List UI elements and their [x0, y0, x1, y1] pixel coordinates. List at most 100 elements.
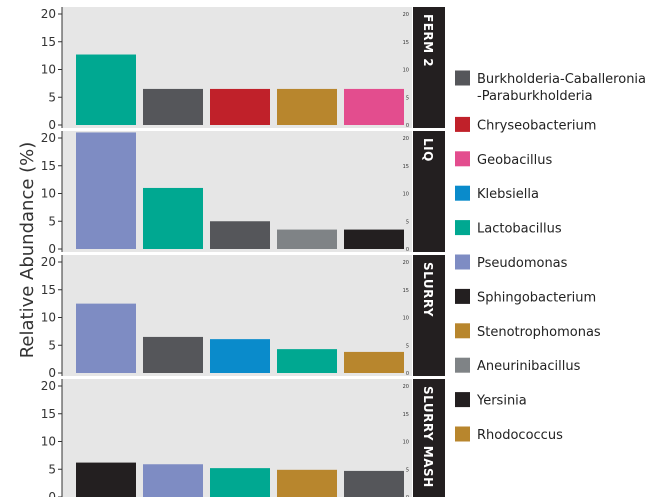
legend-swatch — [455, 254, 470, 270]
facet-strip — [413, 379, 445, 497]
bar-geobacillus — [344, 88, 404, 125]
y-tick-label: 5 — [48, 338, 56, 352]
bar-lactobacillus — [143, 187, 203, 249]
facet-panels: 0 0 5 5 10 10 15 15 20 20 FERM 2 0 0 5 5 10 10 15 15 20 20 LI… — [41, 7, 445, 497]
legend-label: Geobacillus — [477, 153, 552, 168]
y-tick-label: 20 — [41, 255, 56, 269]
facet-panel: 0 0 5 5 10 10 15 15 20 20 LIQ — [41, 131, 445, 256]
y-tick-label: 0 — [48, 366, 56, 380]
y-axis-label: Relative Abundance (%) — [17, 142, 38, 359]
bar-stenotrophomonas — [344, 351, 404, 373]
facet-label: SLURRY MASH — [421, 386, 435, 488]
bar-lactobacillus — [210, 468, 270, 497]
secondary-tick-label: 0 — [406, 123, 409, 129]
facet-panel: 0 0 5 5 10 10 15 15 20 20 FERM 2 — [41, 7, 445, 132]
legend-swatch — [455, 357, 470, 373]
legend-item: Pseudomonas — [455, 254, 568, 271]
facet-strip — [413, 255, 445, 376]
legend-item: Chryseobacterium — [455, 116, 596, 133]
legend: Burkholderia-Caballeronia -Paraburkholder… — [455, 70, 646, 443]
y-tick-label: 20 — [41, 379, 56, 393]
bar-pseudomonas — [76, 132, 136, 249]
y-tick-label: 10 — [41, 63, 56, 77]
facet-label: FERM 2 — [421, 14, 435, 67]
legend-item: Lactobacillus — [455, 220, 562, 237]
legend-swatch — [455, 220, 470, 236]
bar-klebsiella — [210, 339, 270, 373]
legend-label: Chryseobacterium — [477, 118, 596, 133]
bar-aneurinibacillus — [277, 229, 337, 249]
secondary-tick-label: 10 — [403, 192, 409, 198]
legend-swatch — [455, 151, 470, 167]
bar-sphingobacterium — [76, 462, 136, 497]
y-tick-label: 20 — [41, 131, 56, 145]
facet-panel: 0 0 5 5 10 10 15 15 20 20 SLURRY MASH — [41, 379, 445, 497]
legend-swatch — [455, 288, 470, 304]
legend-item: Klebsiella — [455, 185, 539, 202]
legend-label: Burkholderia-Caballeronia — [477, 72, 646, 87]
y-tick-label: 10 — [41, 311, 56, 325]
secondary-tick-label: 15 — [403, 40, 409, 46]
legend-label-cont: -Paraburkholderia — [477, 89, 593, 104]
secondary-tick-label: 20 — [403, 136, 409, 142]
bar-stenotrophomonas — [277, 88, 337, 125]
secondary-tick-label: 20 — [403, 260, 409, 266]
bar-pseudomonas — [76, 303, 136, 373]
bar-burkholderia-caballeronia-paraburkholderia — [344, 470, 404, 497]
secondary-tick-label: 10 — [403, 316, 409, 322]
legend-label: Stenotrophomonas — [477, 325, 601, 340]
bar-stenotrophomonas — [277, 469, 337, 497]
y-tick-label: 15 — [41, 35, 56, 49]
y-tick-label: 5 — [48, 90, 56, 104]
y-tick-label: 0 — [48, 242, 56, 256]
facet-label: SLURRY — [421, 262, 435, 317]
legend-swatch — [455, 426, 470, 442]
facet-panel: 0 0 5 5 10 10 15 15 20 20 SLURRY — [41, 255, 445, 380]
y-tick-label: 0 — [48, 118, 56, 132]
legend-swatch — [455, 392, 470, 408]
legend-swatch — [455, 116, 470, 132]
bar-burkholderia-caballeronia-paraburkholderia — [210, 221, 270, 249]
secondary-tick-label: 10 — [403, 440, 409, 446]
secondary-tick-label: 5 — [406, 219, 409, 225]
secondary-tick-label: 5 — [406, 95, 409, 101]
bar-chryseobacterium — [210, 88, 270, 125]
y-tick-label: 15 — [41, 407, 56, 421]
y-tick-label: 15 — [41, 159, 56, 173]
legend-swatch — [455, 323, 470, 339]
y-tick-label: 10 — [41, 435, 56, 449]
legend-label: Pseudomonas — [477, 256, 568, 271]
y-tick-label: 15 — [41, 283, 56, 297]
legend-label: Sphingobacterium — [477, 290, 596, 305]
legend-item: Sphingobacterium — [455, 288, 596, 305]
y-tick-label: 0 — [48, 490, 56, 497]
legend-label: Yersinia — [476, 394, 527, 409]
legend-item: Stenotrophomonas — [455, 323, 601, 340]
legend-label: Aneurinibacillus — [477, 359, 581, 374]
y-tick-label: 5 — [48, 462, 56, 476]
legend-swatch — [455, 185, 470, 201]
secondary-tick-label: 0 — [406, 247, 409, 253]
secondary-tick-label: 15 — [403, 164, 409, 170]
secondary-tick-label: 10 — [403, 68, 409, 74]
bar-burkholderia-caballeronia-paraburkholderia — [143, 88, 203, 125]
legend-label: Rhodococcus — [477, 428, 563, 443]
secondary-tick-label: 15 — [403, 288, 409, 294]
secondary-tick-label: 5 — [406, 343, 409, 349]
legend-item: Yersinia — [455, 392, 527, 409]
legend-label: Klebsiella — [477, 187, 539, 202]
legend-label: Lactobacillus — [477, 222, 562, 237]
secondary-tick-label: 15 — [403, 412, 409, 418]
facet-strip — [413, 7, 445, 128]
secondary-tick-label: 20 — [403, 384, 409, 390]
facet-label: LIQ — [421, 138, 435, 162]
legend-item: Rhodococcus — [455, 426, 563, 443]
bar-pseudomonas — [143, 464, 203, 497]
legend-item: Burkholderia-Caballeronia -Paraburkholder… — [455, 70, 646, 104]
bar-burkholderia-caballeronia-paraburkholderia — [143, 336, 203, 373]
secondary-tick-label: 5 — [406, 467, 409, 473]
secondary-tick-label: 0 — [406, 495, 409, 497]
legend-item: Aneurinibacillus — [455, 357, 581, 374]
y-tick-label: 5 — [48, 214, 56, 228]
